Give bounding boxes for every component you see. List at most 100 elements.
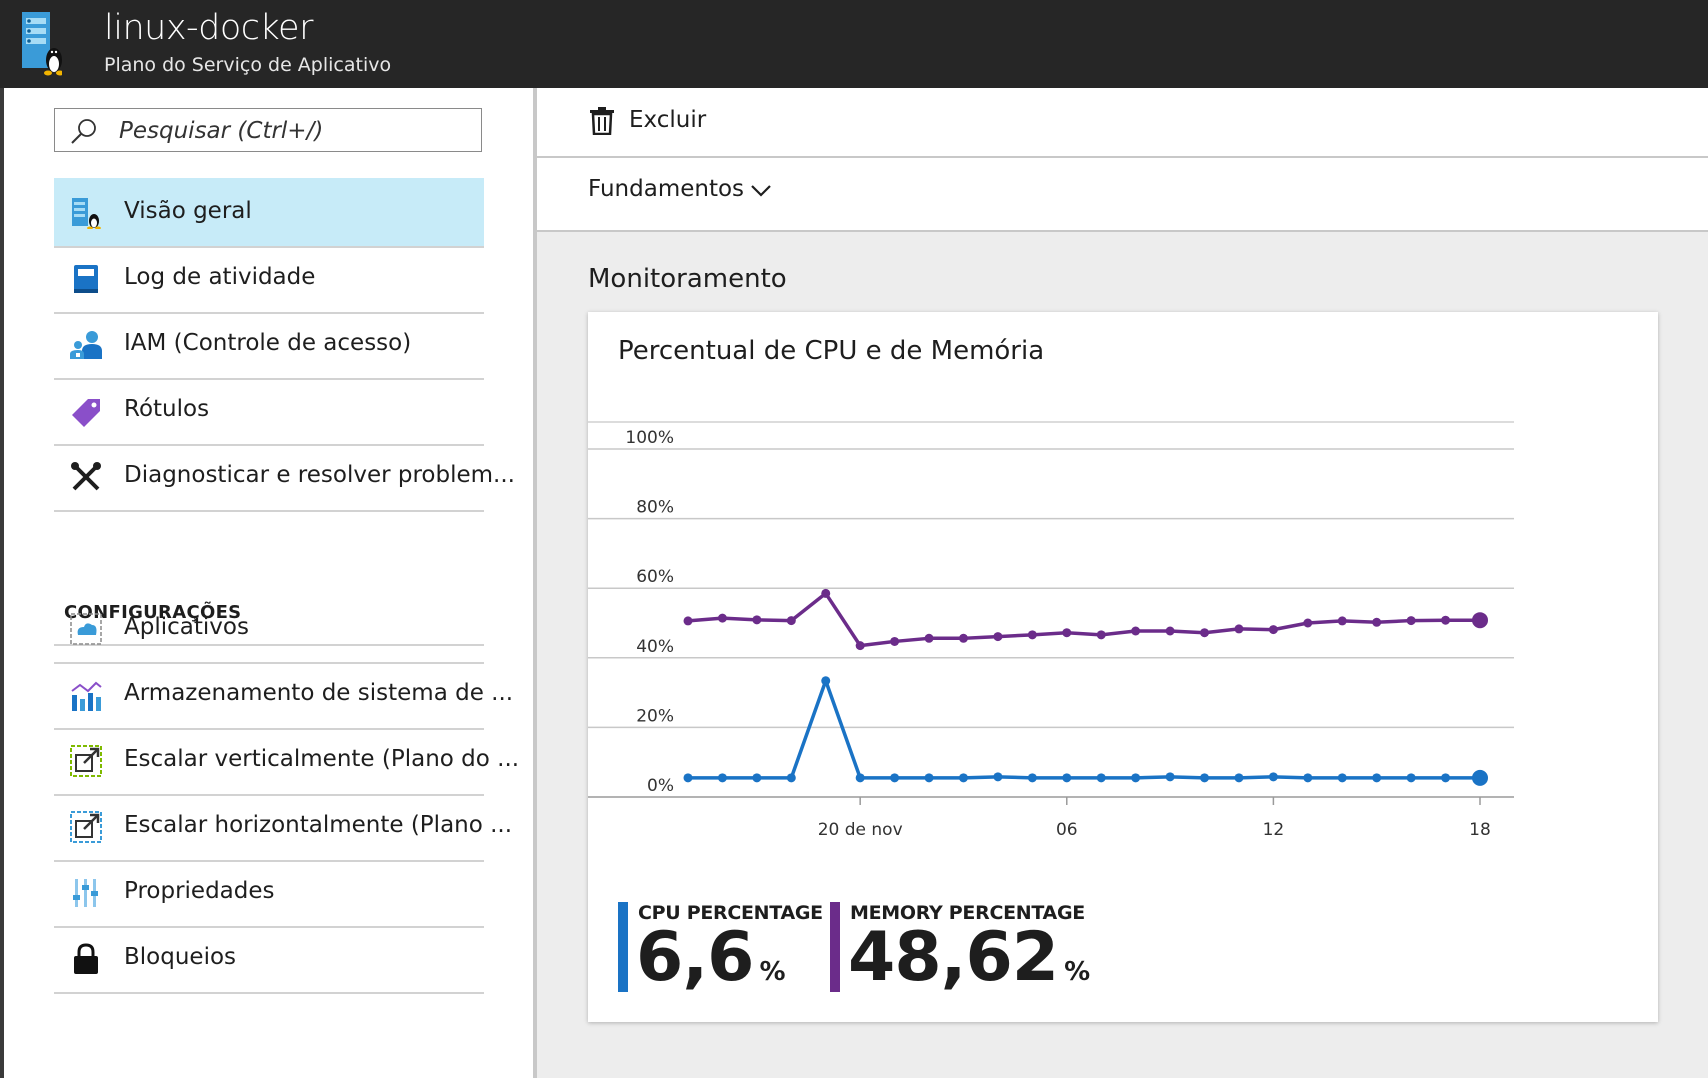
cpu-data-point xyxy=(683,773,693,783)
memory-data-point xyxy=(717,613,727,623)
search-icon xyxy=(71,119,96,144)
memory-data-point xyxy=(1200,628,1210,638)
cpu-data-point xyxy=(1372,773,1382,783)
memory-data-point xyxy=(1337,616,1347,626)
cpu-data-point xyxy=(1337,773,1347,783)
memory-data-point xyxy=(1472,612,1488,629)
memory-legend-value: 48,62% xyxy=(848,918,1090,997)
memory-legend-swatch xyxy=(830,902,840,992)
app-service-plan-icon xyxy=(72,198,101,229)
nav-item-storage[interactable]: Armazenamento de sistema de ... xyxy=(54,660,513,730)
users-icon xyxy=(70,331,102,359)
cpu-value: 6,6 xyxy=(636,918,754,997)
line-chart: 100% 80% 60% 40% 20% 0% 20 de nov 06 12 18 xyxy=(588,421,1514,840)
nav-label: Diagnosticar e resolver problem... xyxy=(124,462,515,488)
essentials-toggle[interactable]: Fundamentos xyxy=(588,176,771,216)
resource-type-subtitle: Plano do Serviço de Aplicativo xyxy=(104,54,392,76)
cpu-memory-chart-card[interactable]: Percentual de CPU e de Memória 100% 80% 60… xyxy=(588,312,1658,1022)
nav-item-tags[interactable]: Rótulos xyxy=(54,376,484,446)
nav-label: IAM (Controle de acesso) xyxy=(124,330,412,356)
memory-data-point xyxy=(1062,628,1072,638)
memory-data-point xyxy=(1165,626,1175,636)
nav-item-apps[interactable]: Aplicativos xyxy=(54,594,484,664)
memory-data-point xyxy=(993,632,1003,642)
trash-icon xyxy=(590,107,614,135)
nav-label: Escalar horizontalmente (Plano ... xyxy=(124,812,513,838)
delete-label: Excluir xyxy=(629,107,707,133)
lock-icon xyxy=(74,943,98,974)
memory-data-point xyxy=(786,616,796,626)
cpu-legend-value: 6,6% xyxy=(636,918,786,997)
memory-data-point xyxy=(924,633,934,643)
app-service-plan-icon xyxy=(22,12,62,76)
cpu-data-point xyxy=(821,676,831,686)
nav-item-scale-up[interactable]: Escalar verticalmente (Plano do ... xyxy=(54,726,519,796)
sidebar-border xyxy=(533,88,537,1078)
cpu-data-point xyxy=(958,773,968,783)
cpu-data-point xyxy=(890,773,900,783)
cpu-legend-swatch xyxy=(618,902,628,992)
memory-data-point xyxy=(1372,617,1382,627)
memory-data-point xyxy=(683,616,693,626)
x-tick-label: 06 xyxy=(1056,820,1078,840)
nav-label: Propriedades xyxy=(124,878,275,904)
nav-label: Rótulos xyxy=(124,396,210,422)
memory-data-point xyxy=(855,641,865,651)
memory-unit: % xyxy=(1064,957,1090,987)
storage-chart-icon xyxy=(71,681,102,711)
y-tick-label: 0% xyxy=(647,776,674,796)
nav-item-overview[interactable]: Visão geral xyxy=(54,178,484,248)
y-tick-label: 80% xyxy=(636,498,674,518)
nav-item-properties[interactable]: Propriedades xyxy=(54,858,484,928)
cpu-data-point xyxy=(1131,773,1141,783)
nav-item-diagnose[interactable]: Diagnosticar e resolver problem... xyxy=(54,442,515,512)
x-tick-label: 20 de nov xyxy=(818,820,903,840)
cpu-data-point xyxy=(924,773,934,783)
nav-label: Bloqueios xyxy=(124,944,237,970)
main-content: Excluir Fundamentos Monitoramento Percen… xyxy=(537,88,1708,1078)
nav-item-iam[interactable]: IAM (Controle de acesso) xyxy=(54,310,484,380)
essentials-label: Fundamentos xyxy=(588,176,745,202)
scale-up-icon xyxy=(70,745,102,777)
cpu-data-point xyxy=(1234,773,1244,783)
nav-label: Armazenamento de sistema de ... xyxy=(124,680,514,706)
y-tick-label: 100% xyxy=(625,428,674,448)
memory-data-point xyxy=(1303,618,1313,628)
cpu-data-point xyxy=(855,773,865,783)
nav-label: Escalar verticalmente (Plano do ... xyxy=(124,746,520,772)
nav-item-activity-log[interactable]: Log de atividade xyxy=(54,244,484,314)
y-tick-label: 60% xyxy=(636,567,674,587)
chart-title: Percentual de CPU e de Memória xyxy=(618,336,1045,366)
search-box[interactable] xyxy=(54,108,482,152)
memory-data-point xyxy=(1234,624,1244,634)
y-tick-label: 20% xyxy=(636,706,674,726)
left-edge xyxy=(0,88,4,1078)
y-tick-label: 40% xyxy=(636,637,674,657)
resource-menu: Visão geral Log de atividade IAM (Contro… xyxy=(4,88,535,1078)
memory-data-point xyxy=(1441,615,1451,625)
tag-icon xyxy=(72,399,100,427)
cpu-data-point xyxy=(993,772,1003,782)
cpu-data-point xyxy=(1096,773,1106,783)
nav-item-locks[interactable]: Bloqueios xyxy=(54,924,484,994)
activity-log-icon xyxy=(74,265,98,293)
memory-data-point xyxy=(1131,626,1141,636)
sliders-icon xyxy=(73,879,98,907)
nav-item-scale-out[interactable]: Escalar horizontalmente (Plano ... xyxy=(54,792,512,862)
cpu-data-point xyxy=(1303,773,1313,783)
nav-label: Visão geral xyxy=(124,198,252,224)
memory-data-point xyxy=(821,588,831,598)
scale-out-icon xyxy=(70,811,102,843)
search-input[interactable] xyxy=(117,113,471,149)
cpu-data-point xyxy=(1027,773,1037,783)
cpu-data-point xyxy=(1406,773,1416,783)
cpu-data-point xyxy=(1441,773,1451,783)
cpu-data-point xyxy=(717,773,727,783)
resource-title: linux-docker xyxy=(104,8,313,48)
cpu-data-point xyxy=(786,773,796,783)
x-tick-label: 18 xyxy=(1469,820,1491,840)
wrench-icon xyxy=(71,462,101,491)
cpu-legend-label: CPU PERCENTAGE xyxy=(638,902,823,924)
cpu-unit: % xyxy=(759,957,785,987)
cpu-series-line xyxy=(688,679,1480,780)
